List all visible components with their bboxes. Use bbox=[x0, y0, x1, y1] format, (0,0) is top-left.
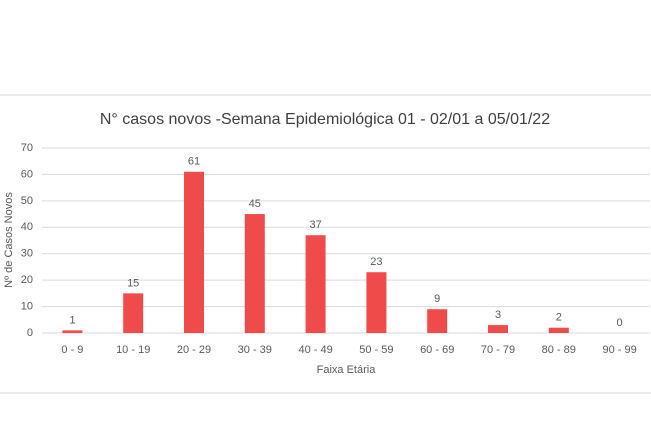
x-tick-label: 10 - 19 bbox=[116, 344, 150, 356]
y-tick-label: 50 bbox=[21, 195, 33, 207]
y-tick-label: 30 bbox=[21, 248, 33, 260]
x-tick-label: 90 - 99 bbox=[602, 344, 636, 356]
bar bbox=[427, 309, 448, 333]
x-axis-title: Faixa Etária bbox=[317, 364, 377, 376]
data-label: 23 bbox=[370, 256, 382, 268]
x-tick-label: 70 - 79 bbox=[481, 344, 515, 356]
x-tick-label: 40 - 49 bbox=[298, 344, 332, 356]
y-tick-label: 70 bbox=[21, 142, 33, 154]
data-label: 15 bbox=[127, 277, 139, 289]
y-tick-label: 20 bbox=[21, 274, 33, 286]
data-label: 61 bbox=[188, 156, 200, 168]
y-axis-title: Nº de Casos Novos bbox=[3, 192, 15, 288]
data-label: 45 bbox=[249, 198, 261, 210]
bar bbox=[548, 327, 569, 333]
data-label: 1 bbox=[69, 314, 75, 326]
bar bbox=[184, 171, 204, 333]
x-tick-label: 20 - 29 bbox=[177, 344, 211, 356]
y-tick-label: 60 bbox=[21, 168, 33, 180]
bar bbox=[62, 330, 83, 333]
data-label: 0 bbox=[617, 317, 623, 329]
bar bbox=[244, 214, 265, 333]
chart-title: N° casos novos -Semana Epidemiológica 01… bbox=[100, 111, 550, 128]
bar bbox=[123, 293, 144, 333]
x-tick-label: 30 - 39 bbox=[238, 344, 272, 356]
data-label: 37 bbox=[309, 219, 321, 231]
x-tick-label: 50 - 59 bbox=[359, 344, 393, 356]
y-tick-label: 0 bbox=[27, 327, 33, 339]
data-label: 2 bbox=[556, 312, 562, 324]
data-label: 9 bbox=[434, 293, 440, 305]
data-label: 3 bbox=[495, 309, 501, 321]
y-tick-label: 10 bbox=[21, 300, 33, 312]
x-tick-label: 80 - 89 bbox=[542, 344, 576, 356]
x-tick-label: 60 - 69 bbox=[420, 344, 454, 356]
bar bbox=[366, 272, 387, 333]
bar bbox=[488, 325, 508, 333]
bar bbox=[305, 235, 326, 333]
x-tick-label: 0 - 9 bbox=[61, 344, 83, 356]
y-tick-label: 40 bbox=[21, 221, 33, 233]
